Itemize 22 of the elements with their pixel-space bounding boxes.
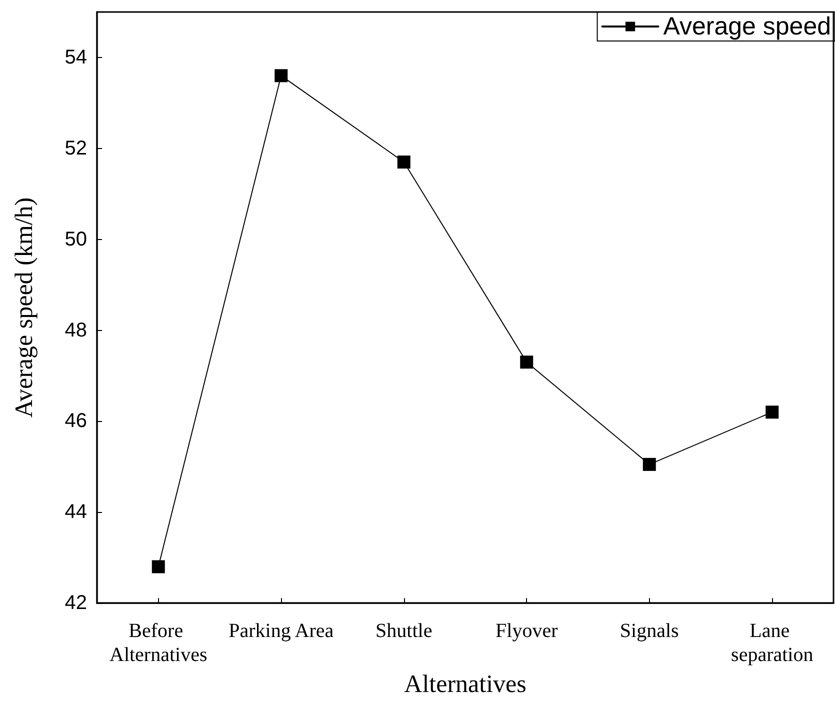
y-tick-label: 52 [64,137,87,160]
y-tick-label: 46 [64,410,87,432]
point [520,356,534,369]
y-tick-label: 44 [64,501,87,524]
y-axis-title: Average speed (km/h) [11,197,38,418]
y-tick-label: 54 [64,46,87,68]
x-tick-label: Signals [620,620,680,642]
x-tick-label: Before Alternatives [110,620,208,666]
x-tick-label: Parking Area [228,620,334,642]
point [766,406,779,419]
x-axis-title: Alternatives [404,671,526,698]
point [274,69,288,82]
point [152,560,165,574]
point [397,156,410,169]
y-tick-label: 42 [64,592,87,614]
y-tick-label: 48 [64,319,87,342]
legend-label: Average speed [663,12,832,40]
x-tick-label: Flyover [496,620,558,642]
y-tick-label: 50 [64,228,87,250]
x-tick-label: Shuttle [376,620,432,642]
x-tick-label: Lane separation [731,620,814,666]
point [642,458,656,471]
